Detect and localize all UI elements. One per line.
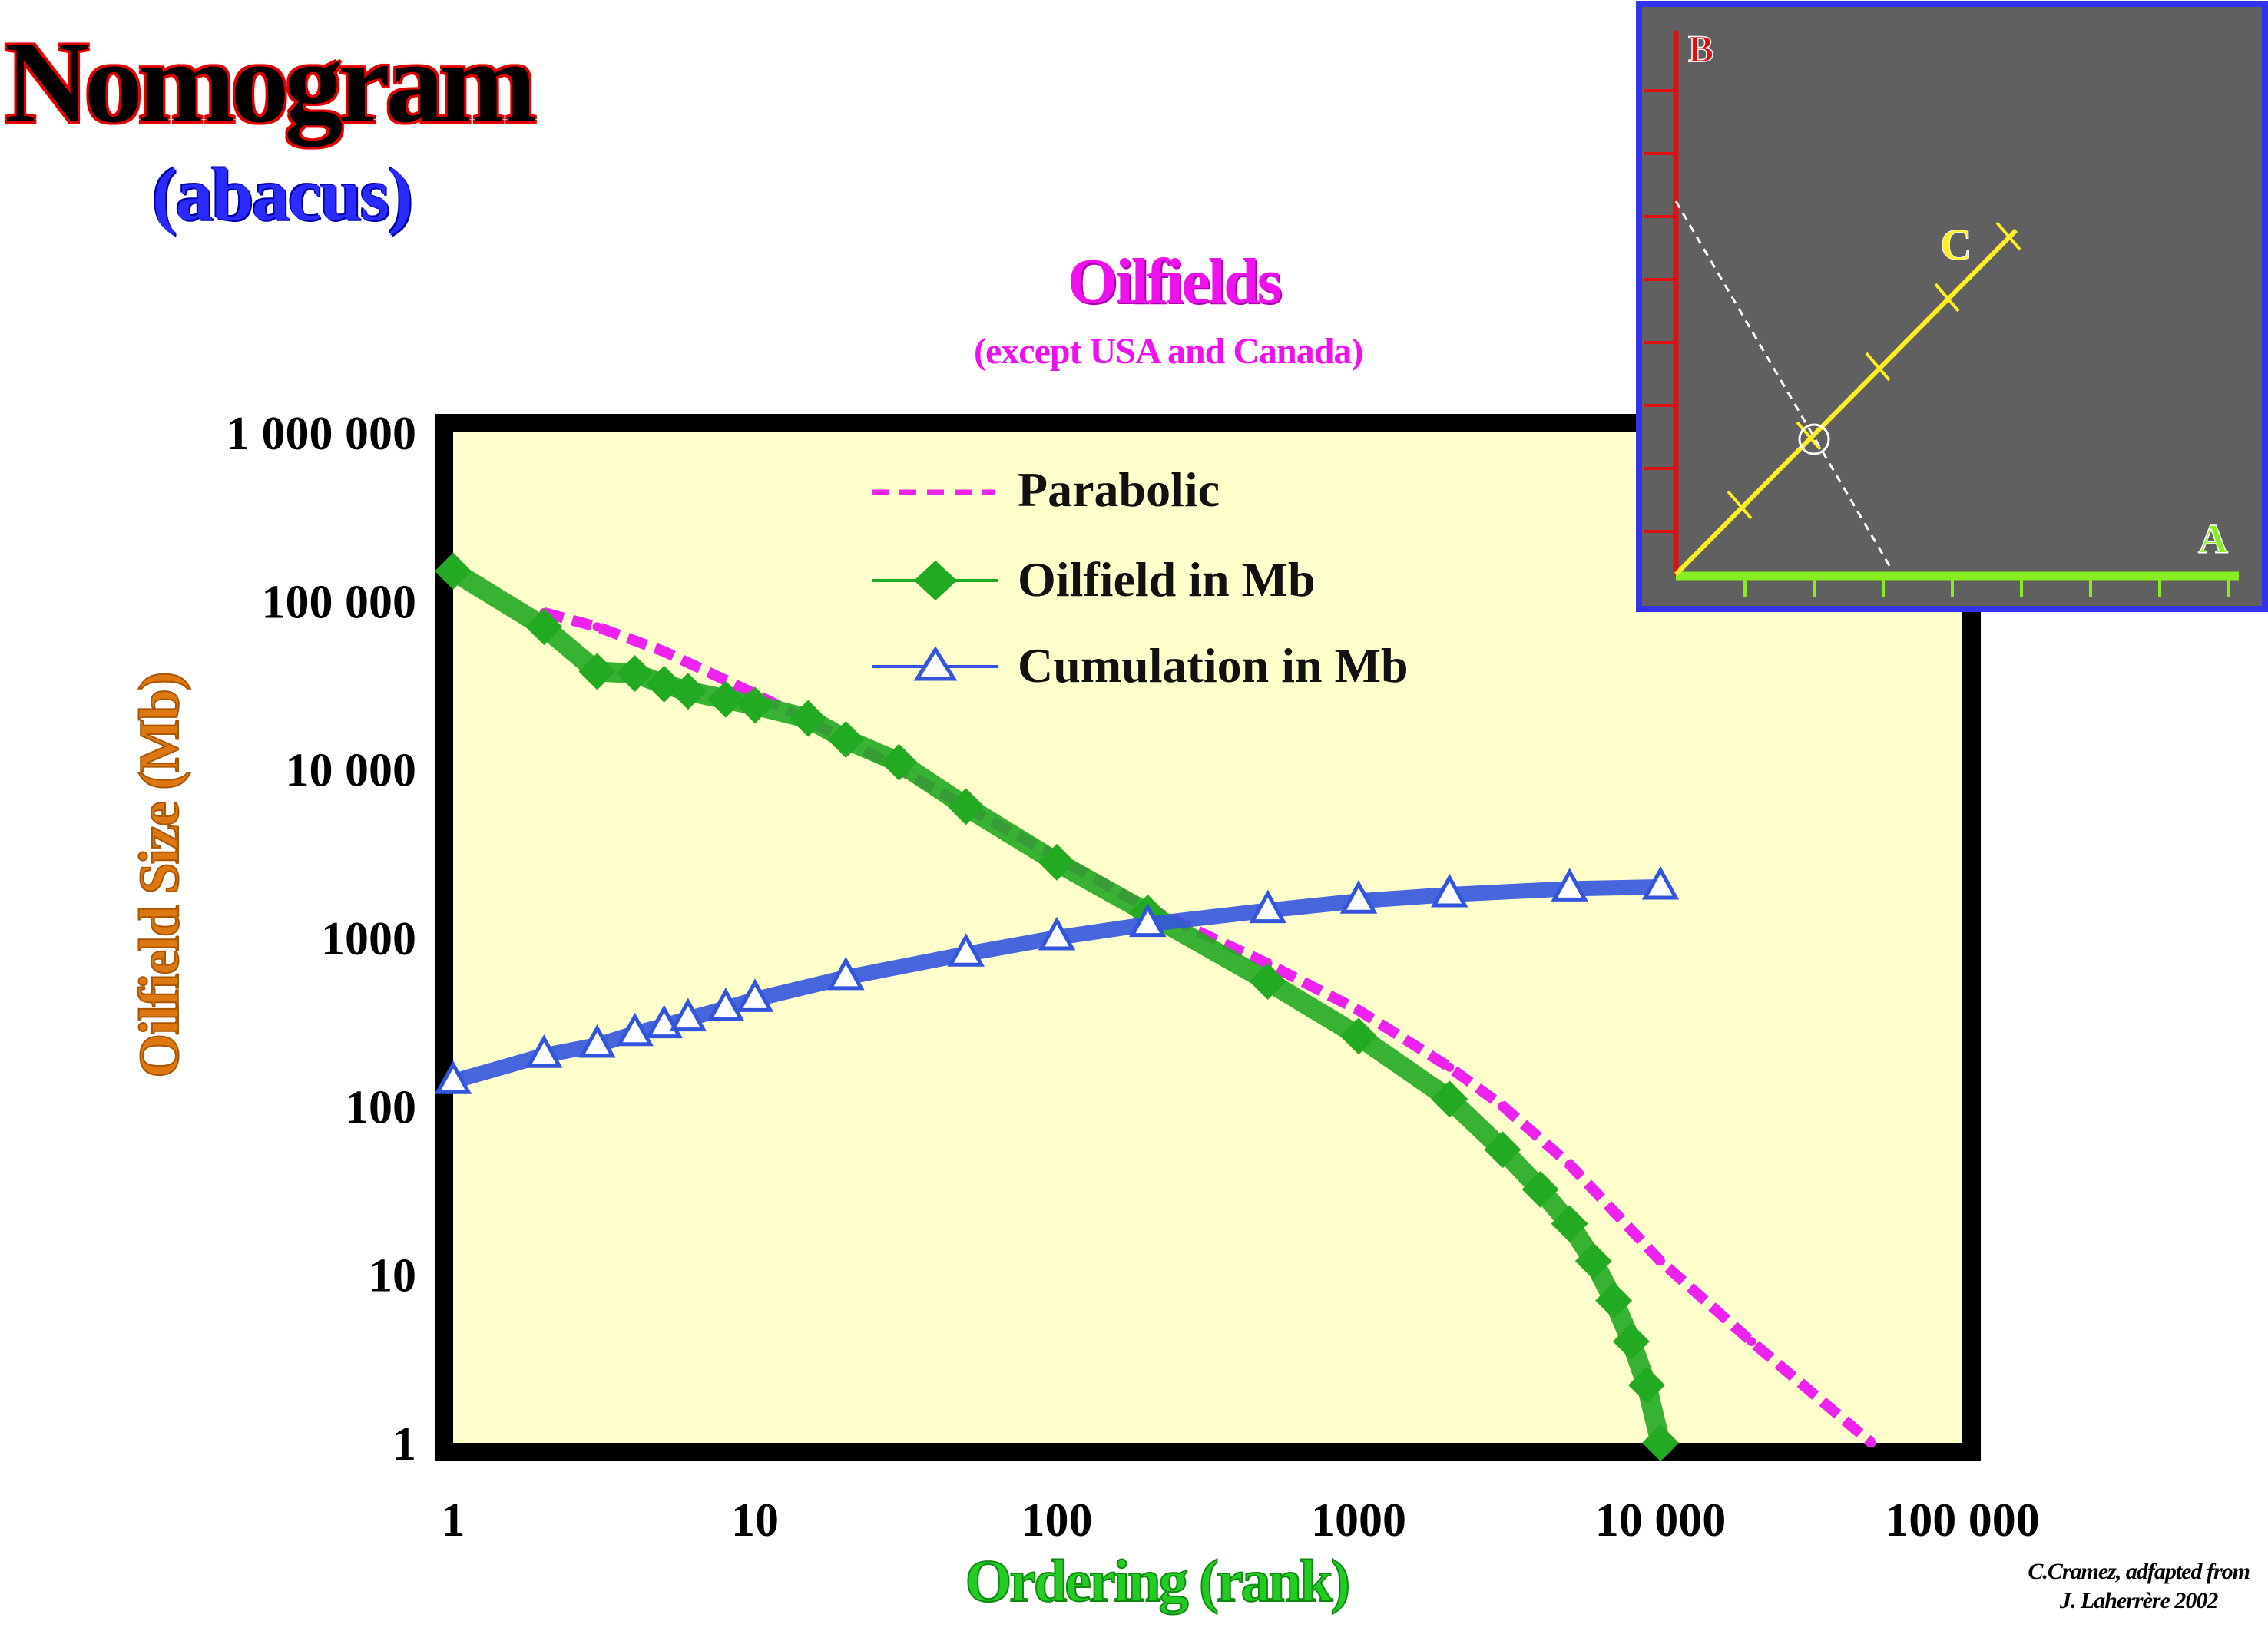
tick-layer: 1 10 100 1000 10 000 100 000 1 10 100 1000 10 000 1… bbox=[226, 408, 2040, 1547]
y-tick-label-0: 1 bbox=[392, 1418, 416, 1471]
series-point-oilfield-in-mb-15 bbox=[1340, 1017, 1377, 1055]
x-tick-label-2: 100 bbox=[1021, 1494, 1093, 1547]
series-point-cumulation-in-mb-14 bbox=[1431, 873, 1468, 908]
series-point-oilfield-in-mb-12 bbox=[1038, 843, 1075, 881]
page-subtitle: (abacus) bbox=[152, 154, 413, 237]
series-point-cumulation-in-mb-2 bbox=[578, 1024, 616, 1058]
series-point-cumulation-in-mb-6 bbox=[707, 988, 745, 1021]
series-point-oilfield-in-mb-5 bbox=[669, 673, 707, 710]
inset-label-a: A bbox=[2198, 516, 2228, 562]
credit-note: C.Cramez, adfapted from J. Laherrère 200… bbox=[2028, 1557, 2250, 1616]
inset-axis-c-ticks bbox=[1727, 221, 2021, 520]
series-point-oilfield-in-mb-22 bbox=[1612, 1322, 1650, 1360]
legend-item-cumulation: Cumulation in Mb bbox=[872, 638, 1409, 693]
series-point-cumulation-in-mb-7 bbox=[736, 978, 774, 1012]
series-point-cumulation-in-mb-0 bbox=[434, 1060, 472, 1094]
series-point-parabolic-10 bbox=[1445, 1062, 1455, 1072]
series-point-cumulation-in-mb-1 bbox=[525, 1034, 563, 1068]
series-point-parabolic-9 bbox=[1354, 1005, 1363, 1015]
x-axis-label: Ordering (rank) bbox=[965, 1547, 1349, 1614]
series-point-parabolic-15 bbox=[1866, 1438, 1876, 1447]
inset-label-b: B bbox=[1688, 27, 1713, 70]
legend-label-parabolic: Parabolic bbox=[1018, 462, 1220, 517]
series-point-cumulation-in-mb-3 bbox=[616, 1012, 654, 1047]
chart-subtitle: (except USA and Canada) bbox=[974, 331, 1363, 372]
series-point-parabolic-2 bbox=[659, 647, 669, 657]
series-point-oilfield-in-mb-16 bbox=[1431, 1080, 1468, 1118]
y-tick-label-1: 10 bbox=[369, 1250, 416, 1302]
legend-item-parabolic: Parabolic bbox=[872, 462, 1220, 517]
y-tick-label-6: 1 000 000 bbox=[226, 408, 416, 460]
legend-swatch-oilfield bbox=[914, 561, 957, 600]
series-point-cumulation-in-mb-10 bbox=[1038, 916, 1076, 951]
x-tick-label-1: 10 bbox=[731, 1494, 779, 1547]
y-tick-label-2: 100 bbox=[345, 1081, 416, 1133]
series-point-cumulation-in-mb-9 bbox=[947, 933, 985, 967]
series-point-oilfield-in-mb-9 bbox=[827, 721, 865, 759]
credit-line-1: C.Cramez, adfapted from bbox=[2028, 1559, 2250, 1584]
inset-isopleth-line bbox=[1674, 200, 1892, 569]
x-tick-label-4: 10 000 bbox=[1595, 1494, 1727, 1547]
inset-diagram: B A C bbox=[1636, 1, 2268, 612]
series-point-cumulation-in-mb-11 bbox=[1129, 903, 1167, 938]
y-axis-label: Oilfield Size (Mb) bbox=[128, 673, 191, 1077]
series-point-parabolic-1 bbox=[592, 622, 602, 632]
legend-item-oilfield: Oilfield in Mb bbox=[872, 552, 1316, 607]
series-point-oilfield-in-mb-19 bbox=[1551, 1205, 1588, 1242]
series-point-parabolic-11 bbox=[1498, 1101, 1508, 1111]
series-point-oilfield-in-mb-2 bbox=[578, 653, 616, 690]
series-point-oilfield-in-mb-11 bbox=[947, 788, 985, 825]
series-point-oilfield-in-mb-7 bbox=[737, 686, 773, 724]
series-point-parabolic-13 bbox=[1656, 1256, 1665, 1266]
legend-swatch-cumulation bbox=[913, 646, 958, 681]
series-point-oilfield-in-mb-3 bbox=[616, 655, 654, 693]
series-point-oilfield-in-mb-23 bbox=[1628, 1366, 1666, 1404]
series-point-oilfield-in-mb-18 bbox=[1521, 1170, 1559, 1208]
x-tick-label-5: 100 000 bbox=[1885, 1494, 2040, 1547]
series-point-oilfield-in-mb-21 bbox=[1595, 1282, 1633, 1319]
series-point-cumulation-in-mb-5 bbox=[669, 997, 707, 1032]
series-point-oilfield-in-mb-10 bbox=[880, 743, 918, 781]
series-point-oilfield-in-mb-6 bbox=[707, 680, 744, 718]
series-layer bbox=[434, 552, 1876, 1461]
legend: Parabolic Oilfield in Mb Cumulation in M… bbox=[872, 462, 1409, 693]
series-point-cumulation-in-mb-16 bbox=[1641, 865, 1680, 900]
series-point-cumulation-in-mb-8 bbox=[827, 956, 865, 991]
page-title: Nomogram bbox=[5, 18, 536, 147]
credit-line-2: J. Laherrère 2002 bbox=[2059, 1588, 2218, 1613]
series-point-cumulation-in-mb-12 bbox=[1249, 889, 1286, 924]
inset-label-c: C bbox=[1940, 220, 1972, 270]
inset-axis-b-ticks bbox=[1644, 89, 1676, 533]
series-point-oilfield-in-mb-24 bbox=[1642, 1424, 1679, 1461]
y-tick-label-5: 100 000 bbox=[262, 576, 417, 628]
y-tick-label-4: 10 000 bbox=[286, 745, 417, 797]
legend-label-oilfield: Oilfield in Mb bbox=[1018, 552, 1316, 607]
x-tick-label-0: 1 bbox=[442, 1494, 465, 1547]
x-tick-label-3: 1000 bbox=[1311, 1494, 1406, 1547]
series-point-oilfield-in-mb-14 bbox=[1249, 962, 1286, 1000]
chart-title: Oilfields bbox=[1068, 246, 1282, 317]
inset-axis-a-ticks bbox=[1743, 576, 2230, 597]
series-point-parabolic-12 bbox=[1564, 1160, 1574, 1169]
inset-intersection-circle bbox=[1798, 423, 1830, 455]
series-point-oilfield-in-mb-8 bbox=[790, 700, 827, 737]
inset-axis-c bbox=[1674, 228, 2018, 577]
y-tick-label-3: 1000 bbox=[321, 913, 416, 965]
series-point-oilfield-in-mb-20 bbox=[1574, 1242, 1612, 1280]
series-cumulation-in-mb bbox=[434, 865, 1680, 1094]
series-point-parabolic-14 bbox=[1747, 1336, 1756, 1346]
series-point-cumulation-in-mb-15 bbox=[1551, 868, 1588, 902]
series-point-cumulation-in-mb-13 bbox=[1339, 880, 1378, 914]
series-point-oilfield-in-mb-17 bbox=[1484, 1131, 1521, 1169]
series-point-oilfield-in-mb-1 bbox=[525, 608, 563, 646]
legend-label-cumulation: Cumulation in Mb bbox=[1018, 638, 1409, 693]
series-oilfield-in-mb bbox=[435, 552, 1679, 1461]
series-point-oilfield-in-mb-0 bbox=[435, 552, 472, 590]
